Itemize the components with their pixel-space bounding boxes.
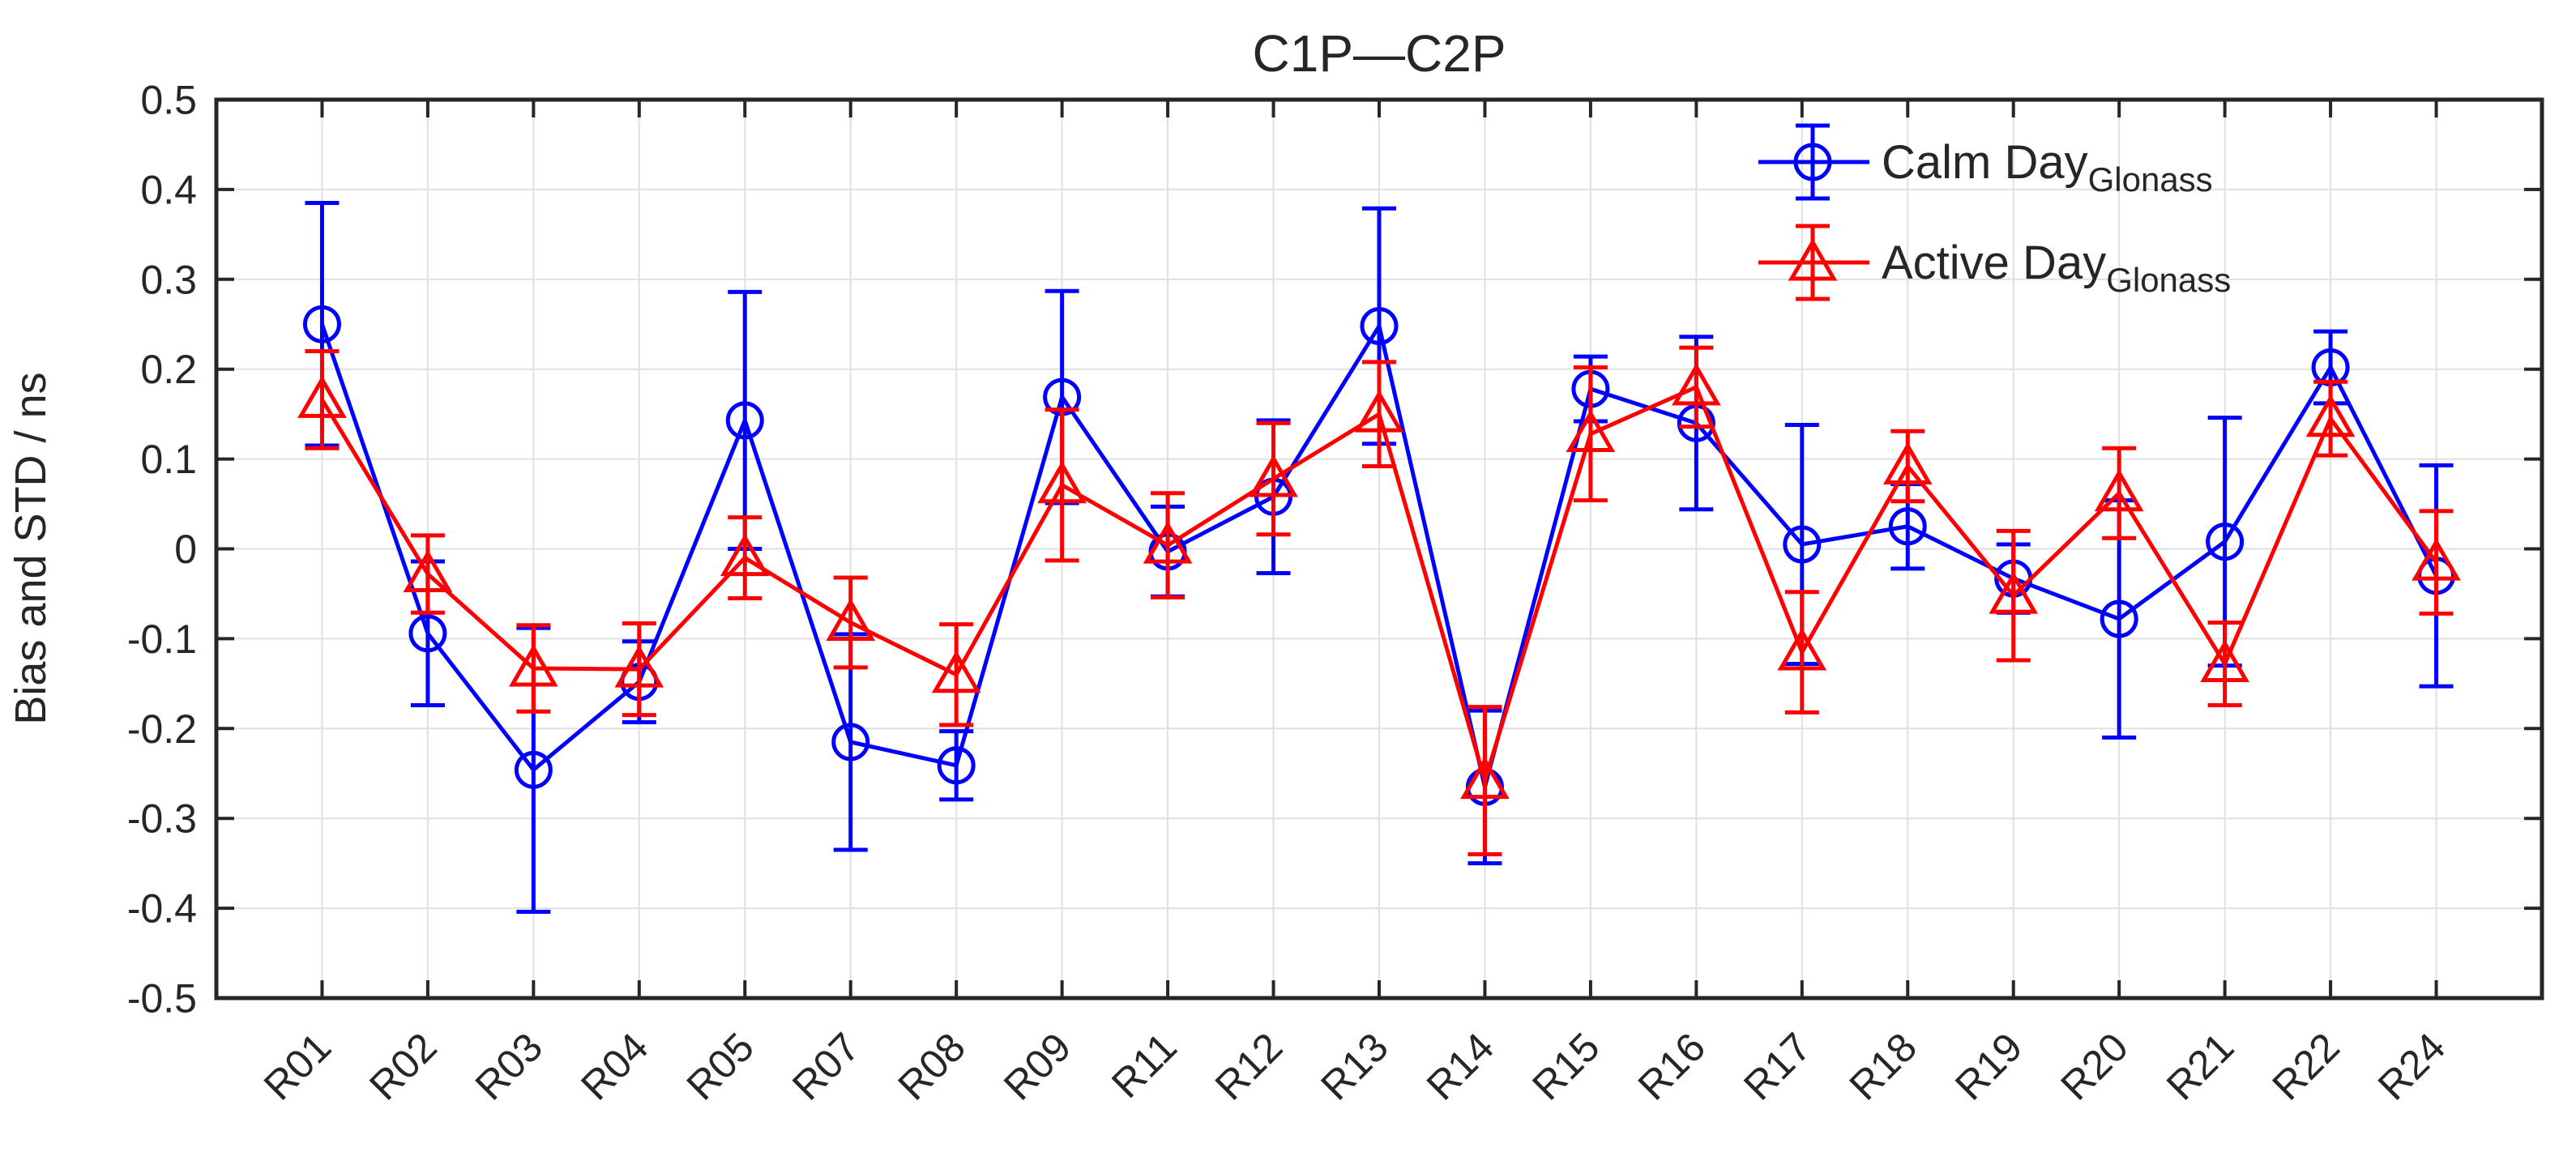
triangle-marker: [403, 549, 453, 593]
y-tick-label: 0.4: [140, 167, 197, 212]
y-axis-label: Bias and STD / ns: [6, 372, 55, 724]
triangle-marker: [1777, 628, 1827, 671]
triangle-marker: [1672, 362, 1721, 406]
circle-marker: [2206, 523, 2245, 561]
x-tick-label: R22: [2263, 1024, 2347, 1108]
triangle-marker: [720, 533, 770, 577]
circle-marker: [514, 750, 553, 789]
triangle-marker: [1460, 756, 1510, 800]
circle-marker: [1360, 306, 1399, 345]
triangle-marker: [2094, 468, 2144, 512]
triangle-marker: [1989, 571, 2039, 614]
x-tick-label: R08: [889, 1024, 973, 1108]
x-tick-label: R04: [572, 1024, 656, 1108]
circle-marker: [1783, 525, 1822, 564]
legend-item: [1758, 224, 1869, 301]
x-tick-label: R12: [1207, 1024, 1291, 1108]
y-tick-label: 0.3: [140, 257, 197, 302]
axis-border: [214, 97, 2544, 1001]
triangle-marker: [1143, 521, 1193, 564]
x-tick-label: R16: [1630, 1024, 1714, 1108]
x-tick-label: R07: [784, 1024, 868, 1108]
y-tick-label: -0.5: [127, 976, 197, 1022]
x-tick-labels: R01 R02 R03 R04 R05 R07 R08 R09 R11 R12 R13 R14 R15 R…: [255, 1024, 2454, 1108]
y-tick-label: -0.1: [127, 617, 197, 662]
y-tick-label: 0.5: [140, 78, 197, 123]
circle-marker: [725, 401, 764, 440]
x-tick-label: R24: [2369, 1024, 2454, 1108]
x-tick-label: R18: [1841, 1024, 1925, 1108]
x-tick-label: R09: [995, 1024, 1079, 1108]
x-tick-label: R05: [678, 1024, 763, 1108]
circle-marker: [408, 614, 447, 653]
triangle-marker: [509, 643, 558, 687]
triangle-marker: [2412, 538, 2461, 581]
x-tick-label: R03: [467, 1024, 551, 1108]
series-line: [320, 320, 2438, 788]
triangle-marker: [931, 650, 981, 693]
y-tick-label: -0.2: [127, 706, 197, 752]
triangle-marker: [826, 598, 876, 641]
x-tick-label: R14: [1418, 1024, 1502, 1108]
x-tick-label: R15: [1523, 1024, 1608, 1108]
triangle-marker: [2200, 639, 2249, 682]
triangle-marker: [1354, 390, 1404, 433]
y-tick-label: -0.3: [127, 796, 197, 842]
circle-marker: [937, 746, 976, 785]
series-line: [320, 384, 2438, 788]
legend-label: Calm DayGlonass: [1882, 136, 2213, 198]
triangle-marker: [297, 375, 347, 418]
triangle-marker: [614, 645, 664, 688]
x-tick-label: R02: [361, 1024, 445, 1108]
legend-label: Active DayGlonass: [1882, 237, 2231, 299]
y-tick-label: -0.4: [127, 886, 197, 932]
x-tick-label: R20: [2052, 1024, 2136, 1108]
legend-circle-marker: [1793, 143, 1832, 181]
triangle-marker: [2305, 394, 2356, 437]
axis-ticks: [216, 100, 2542, 998]
gridlines: [216, 100, 2542, 998]
series-active-day: [297, 345, 2461, 857]
circle-marker: [2100, 599, 2138, 638]
triangle-marker: [1566, 409, 1616, 453]
x-tick-label: R17: [1735, 1024, 1819, 1108]
legend-item: [1758, 123, 1869, 201]
legend-triangle-marker: [1788, 238, 1838, 281]
x-tick-label: R13: [1312, 1024, 1396, 1108]
y-tick-labels: 0.5 0.4 0.3 0.2 0.1 0 -0.1 -0.2 -0.3 -0.4 -0.5: [127, 78, 197, 1022]
legend: Calm DayGlonass Active DayGlonass: [1758, 123, 2231, 301]
y-tick-label: 0.2: [140, 347, 197, 392]
y-tick-label: 0.1: [140, 437, 197, 482]
circle-marker: [831, 723, 870, 762]
x-tick-label: R19: [1946, 1024, 2031, 1108]
x-tick-label: R01: [255, 1024, 340, 1108]
circle-marker: [1888, 507, 1927, 546]
circle-marker: [302, 305, 341, 343]
triangle-marker: [1037, 460, 1087, 504]
chart-title: C1P—C2P: [1253, 24, 1506, 83]
x-tick-label: R21: [2158, 1024, 2242, 1108]
x-tick-label: R11: [1103, 1024, 1185, 1107]
triangle-marker: [1882, 442, 1933, 484]
y-tick-label: 0: [174, 527, 197, 572]
triangle-marker: [1249, 454, 1298, 497]
